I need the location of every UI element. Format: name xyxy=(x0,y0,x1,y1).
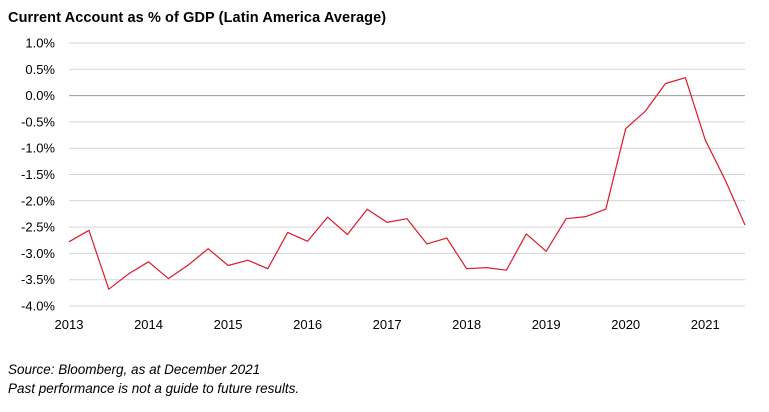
data-point xyxy=(465,267,468,270)
chart-title: Current Account as % of GDP (Latin Ameri… xyxy=(8,10,387,26)
x-tick-label: 2013 xyxy=(55,317,84,332)
disclaimer-note: Past performance is not a guide to futur… xyxy=(8,381,300,396)
x-tick-label: 2021 xyxy=(691,317,720,332)
data-point xyxy=(724,178,727,181)
x-tick-label: 2016 xyxy=(293,317,322,332)
y-tick-label: -2.0% xyxy=(21,193,55,208)
data-point xyxy=(207,247,210,250)
data-point xyxy=(664,82,667,85)
series-line xyxy=(68,77,746,290)
data-point xyxy=(227,264,230,267)
x-tick-label: 2020 xyxy=(611,317,640,332)
data-point xyxy=(744,224,747,227)
x-tick-label: 2014 xyxy=(134,317,163,332)
data-point xyxy=(704,138,707,141)
data-point xyxy=(326,216,329,219)
y-tick-label: -4.0% xyxy=(21,299,55,314)
x-tick-label: 2015 xyxy=(214,317,243,332)
data-point xyxy=(406,217,409,220)
x-tick-label: 2019 xyxy=(532,317,561,332)
y-tick-label: 0.0% xyxy=(25,88,55,103)
y-tick-label: -1.0% xyxy=(21,141,55,156)
y-axis-ticks: 1.0% 0.5% 0.0% -0.5% -1.0% -1.5% -2.0% -2.5% -3.… xyxy=(21,36,55,314)
data-point xyxy=(426,243,429,246)
y-tick-label: -2.5% xyxy=(21,220,55,235)
source-note: Source: Bloomberg, as at December 2021 xyxy=(8,362,261,377)
data-point xyxy=(346,233,349,236)
y-tick-label: 0.5% xyxy=(25,62,55,77)
data-point xyxy=(167,277,170,280)
data-point xyxy=(505,269,508,272)
data-point xyxy=(684,76,687,79)
line-chart: 1.0% 0.5% 0.0% -0.5% -1.0% -1.5% -2.0% -2.5% -3.… xyxy=(21,36,747,332)
x-axis-ticks: 2013 2014 2015 2016 2017 2018 2019 2020 2021 xyxy=(55,317,720,332)
data-point xyxy=(366,208,369,211)
data-point xyxy=(386,221,389,224)
data-point xyxy=(68,240,71,243)
gridlines xyxy=(69,42,745,307)
data-point xyxy=(585,215,588,218)
series-layer xyxy=(68,76,747,291)
y-tick-label: -0.5% xyxy=(21,114,55,129)
data-point xyxy=(485,266,488,269)
data-point xyxy=(565,217,568,220)
data-point xyxy=(306,240,309,243)
data-point xyxy=(624,127,627,130)
data-point xyxy=(266,267,269,270)
data-point xyxy=(445,237,448,240)
data-point xyxy=(147,260,150,263)
data-point xyxy=(107,288,110,291)
data-point xyxy=(545,250,548,253)
data-point xyxy=(127,273,130,276)
data-point xyxy=(88,229,91,232)
x-tick-label: 2017 xyxy=(373,317,402,332)
data-point xyxy=(644,110,647,113)
y-tick-label: -3.5% xyxy=(21,272,55,287)
x-tick-label: 2018 xyxy=(452,317,481,332)
y-tick-label: -3.0% xyxy=(21,246,55,261)
data-point xyxy=(525,233,528,236)
data-point xyxy=(187,264,190,267)
data-point xyxy=(247,259,250,262)
data-point xyxy=(604,208,607,211)
data-point xyxy=(286,231,289,234)
y-tick-label: -1.5% xyxy=(21,167,55,182)
y-tick-label: 1.0% xyxy=(25,36,55,51)
